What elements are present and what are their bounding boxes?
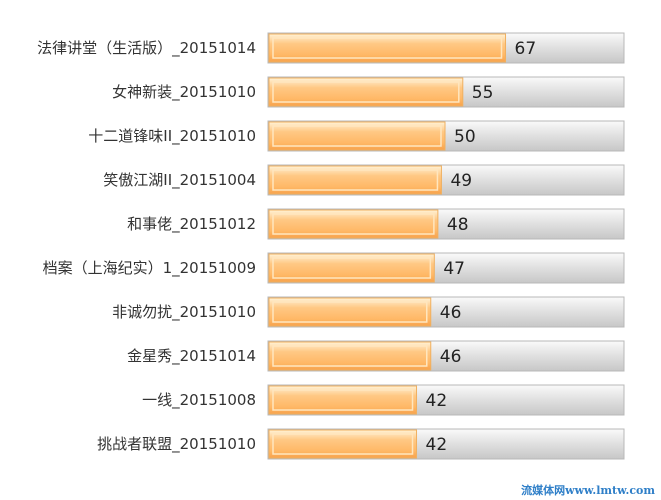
value-bar-bevel <box>272 433 414 455</box>
category-label: 挑战者联盟_20151010 <box>97 435 256 454</box>
data-label: 48 <box>447 215 469 235</box>
data-label: 47 <box>443 259 465 279</box>
data-label: 50 <box>454 127 476 147</box>
data-label: 46 <box>440 347 462 367</box>
category-label: 法律讲堂（生活版）_20151014 <box>37 39 256 58</box>
value-bar-bevel <box>272 345 428 367</box>
watermark-text: 流媒体网www.lmtw.com <box>521 484 655 497</box>
category-label: 非诚勿扰_20151010 <box>112 303 256 322</box>
data-label: 42 <box>426 435 448 455</box>
category-label: 和事佬_20151012 <box>127 215 256 234</box>
value-bar-bevel <box>272 301 428 323</box>
category-label: 档案（上海纪实）1_20151009 <box>43 259 256 278</box>
value-bar-bevel <box>272 81 460 103</box>
category-label: 十二道锋味II_20151010 <box>88 127 256 146</box>
value-bar-bevel <box>272 213 435 235</box>
data-label: 42 <box>426 391 448 411</box>
data-label: 55 <box>472 83 494 103</box>
value-bar-bevel <box>272 37 503 59</box>
value-bar-bevel <box>272 125 442 147</box>
data-label: 46 <box>440 303 462 323</box>
value-bar-bevel <box>272 257 432 279</box>
category-label: 金星秀_20151014 <box>127 347 256 366</box>
data-label: 67 <box>515 39 537 59</box>
category-label: 一线_20151008 <box>142 391 256 410</box>
category-label: 笑傲江湖II_20151004 <box>103 171 256 190</box>
value-bar-bevel <box>272 169 439 191</box>
category-label: 女神新装_20151010 <box>112 83 256 102</box>
value-bar-bevel <box>272 389 414 411</box>
data-label: 49 <box>450 171 472 191</box>
